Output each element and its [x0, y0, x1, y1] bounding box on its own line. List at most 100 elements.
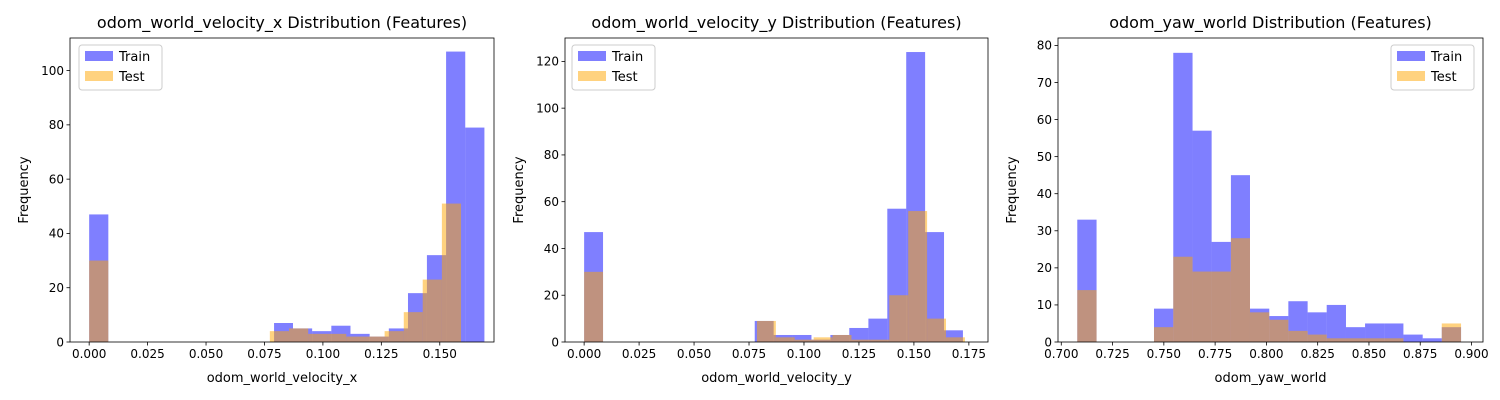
bar-test-12	[1365, 338, 1385, 342]
bar-test-8	[403, 312, 423, 342]
x-tick-label: 0.850	[1352, 347, 1386, 361]
y-tick-label: 80	[544, 148, 559, 162]
bar-test-6	[365, 336, 385, 342]
bar-train-6	[849, 327, 869, 342]
series-train	[1077, 52, 1462, 342]
bar-test-3	[794, 339, 814, 342]
x-axis-label: odom_world_velocity_y	[701, 371, 852, 386]
bar-test-1	[756, 320, 776, 342]
bar-test-8	[889, 295, 909, 342]
y-tick-label: 70	[1037, 76, 1052, 90]
series-test	[1077, 238, 1462, 342]
y-tick-label: 100	[41, 64, 64, 78]
bar-test-6	[851, 339, 871, 342]
x-tick-label: 0.050	[189, 347, 223, 361]
x-tick-label: 0.875	[1403, 347, 1437, 361]
bar-train-3	[792, 334, 812, 342]
axes-frame	[69, 37, 495, 343]
x-tick-label: 0.150	[897, 347, 931, 361]
bar-test-2	[775, 337, 795, 342]
axes-frame	[1057, 37, 1484, 343]
x-tick-label: 0.075	[732, 347, 766, 361]
x-tick-label: 0.800	[1249, 347, 1283, 361]
x-axis-label: odom_yaw_world	[1215, 371, 1327, 386]
bar-test-3	[308, 333, 328, 342]
bar-test-9	[1307, 334, 1327, 342]
axes-frame	[564, 37, 989, 343]
y-tick-label: 80	[1037, 39, 1052, 53]
x-tick-label: 0.150	[423, 347, 457, 361]
x-tick-label: 0.125	[842, 347, 876, 361]
x-tick-label: 0.825	[1300, 347, 1334, 361]
legend-label-test: Test	[118, 70, 145, 85]
bar-train-10	[925, 232, 945, 342]
bar-test-16	[1441, 323, 1462, 342]
x-tick-label: 0.900	[1454, 347, 1488, 361]
chart-title: odom_world_velocity_x Distribution (Feat…	[97, 13, 467, 33]
bar-test-13	[1384, 338, 1404, 342]
bar-test-4	[813, 337, 833, 342]
bar-test-11	[946, 337, 965, 342]
x-tick-label: 0.100	[306, 347, 340, 361]
bar-test-2	[289, 328, 309, 342]
bar-test-4	[1211, 271, 1231, 342]
bar-test-10	[441, 203, 462, 342]
bar-test-8	[1288, 330, 1308, 342]
x-axis-label: odom_world_velocity_x	[207, 371, 358, 386]
bar-test-1	[1153, 327, 1174, 342]
y-axis-label: Frequency	[1005, 156, 1020, 223]
bar-train-13	[1384, 323, 1404, 342]
bar-train-11	[465, 127, 485, 342]
legend-label-train: Train	[1430, 50, 1462, 65]
legend-swatch-train	[85, 51, 113, 61]
legend: Train Test	[571, 44, 656, 91]
x-tick-label: 0.725	[1095, 347, 1129, 361]
bar-test-9	[422, 279, 442, 342]
bar-test-0	[89, 260, 109, 342]
y-tick-label: 60	[544, 195, 559, 209]
bar-test-7	[1269, 319, 1289, 342]
y-tick-label: 10	[1037, 298, 1052, 312]
x-tick-label: 0.750	[1147, 347, 1181, 361]
bar-test-7	[870, 339, 890, 342]
legend-swatch-test	[578, 71, 606, 81]
bar-test-10	[927, 318, 947, 342]
x-tick-label: 0.000	[72, 347, 106, 361]
y-tick-label: 60	[49, 172, 64, 186]
legend-label-train: Train	[118, 50, 150, 65]
chart-panel-3: 0.700 0.725 0.750 0.775 0.800 0.825 0.850 0.875…	[1005, 13, 1489, 386]
series-test	[584, 211, 965, 342]
y-axis-label: Frequency	[512, 156, 527, 223]
bar-test-11	[1345, 338, 1366, 342]
chart-panel-2: 0.000 0.025 0.050 0.075 0.100 0.125 0.150 0.175…	[512, 13, 989, 386]
bar-test-10	[1326, 338, 1346, 342]
bar-train-7	[868, 318, 888, 342]
x-tick-label: 0.175	[952, 347, 986, 361]
x-tick-label: 0.100	[787, 347, 821, 361]
x-tick-label: 0.050	[677, 347, 711, 361]
bar-test-2	[1173, 256, 1193, 342]
legend-label-test: Test	[611, 70, 638, 85]
x-tick-label: 0.775	[1198, 347, 1232, 361]
bar-test-9	[908, 211, 928, 342]
x-tick-label: 0.700	[1044, 347, 1078, 361]
legend-swatch-train	[578, 51, 606, 61]
legend: Train Test	[78, 44, 163, 91]
bar-train-10	[1326, 304, 1346, 342]
bar-test-4	[327, 333, 347, 342]
series-test	[89, 203, 462, 342]
y-tick-label: 0	[56, 335, 64, 349]
y-axis-label: Frequency	[17, 156, 32, 223]
legend: Train Test	[1390, 44, 1475, 91]
bar-train-14	[1403, 334, 1423, 342]
x-tick-label: 0.025	[130, 347, 164, 361]
x-tick-label: 0.000	[567, 347, 601, 361]
x-tick-label: 0.125	[364, 347, 398, 361]
legend-swatch-test	[1397, 71, 1425, 81]
bar-test-3	[1192, 271, 1212, 342]
legend-label-train: Train	[611, 50, 643, 65]
y-tick-label: 20	[1037, 261, 1052, 275]
y-tick-label: 20	[49, 281, 64, 295]
y-tick-label: 40	[544, 242, 559, 256]
